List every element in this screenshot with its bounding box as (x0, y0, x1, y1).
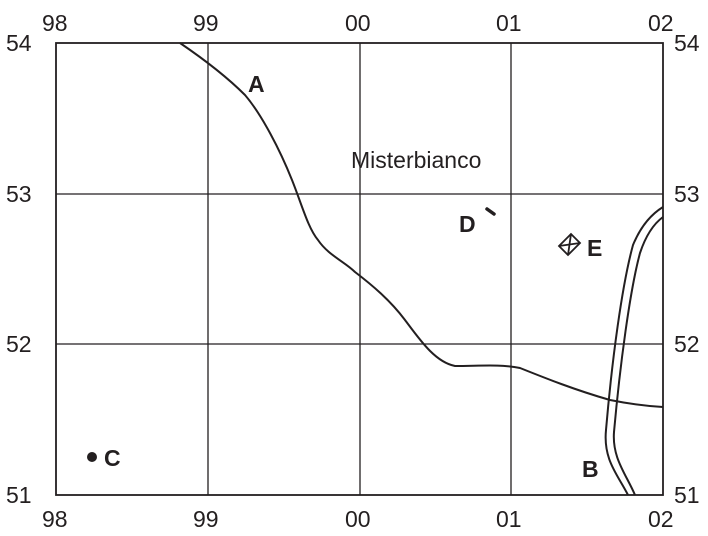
feature-e-symbol (557, 232, 582, 257)
feature-a-label: A (248, 71, 265, 97)
northing-label-left-53: 53 (6, 181, 32, 207)
grid-lines (56, 43, 663, 495)
easting-label-top-99: 99 (193, 10, 219, 36)
northing-label-right-54: 54 (674, 30, 700, 56)
easting-label-bottom-00: 00 (345, 506, 371, 532)
easting-label-top-01: 01 (496, 10, 522, 36)
easting-label-top-00: 00 (345, 10, 371, 36)
northing-label-right-51: 51 (674, 482, 700, 508)
feature-b-road-outer (604, 206, 664, 496)
northing-label-left-51: 51 (6, 482, 32, 508)
northing-label-left-54: 54 (6, 30, 32, 56)
northing-label-left-52: 52 (6, 331, 32, 357)
easting-label-bottom-98: 98 (42, 506, 68, 532)
feature-b-road (604, 206, 664, 496)
feature-c-label: C (104, 445, 121, 471)
easting-label-bottom-01: 01 (496, 506, 522, 532)
feature-b-label: B (582, 456, 599, 482)
feature-a-line (179, 42, 664, 408)
northing-label-right-52: 52 (674, 331, 700, 357)
feature-d-label: D (459, 211, 476, 237)
feature-b-road-inner (612, 216, 664, 496)
easting-label-top-02: 02 (648, 10, 674, 36)
easting-label-bottom-99: 99 (193, 506, 219, 532)
easting-label-top-98: 98 (42, 10, 68, 36)
northing-label-right-53: 53 (674, 181, 700, 207)
feature-c-point (87, 452, 97, 462)
easting-label-bottom-02: 02 (648, 506, 674, 532)
feature-e-cross-2 (558, 242, 581, 247)
feature-e-label: E (587, 235, 602, 261)
feature-d-symbol (485, 207, 496, 216)
place-name-label: Misterbianco (351, 147, 481, 173)
